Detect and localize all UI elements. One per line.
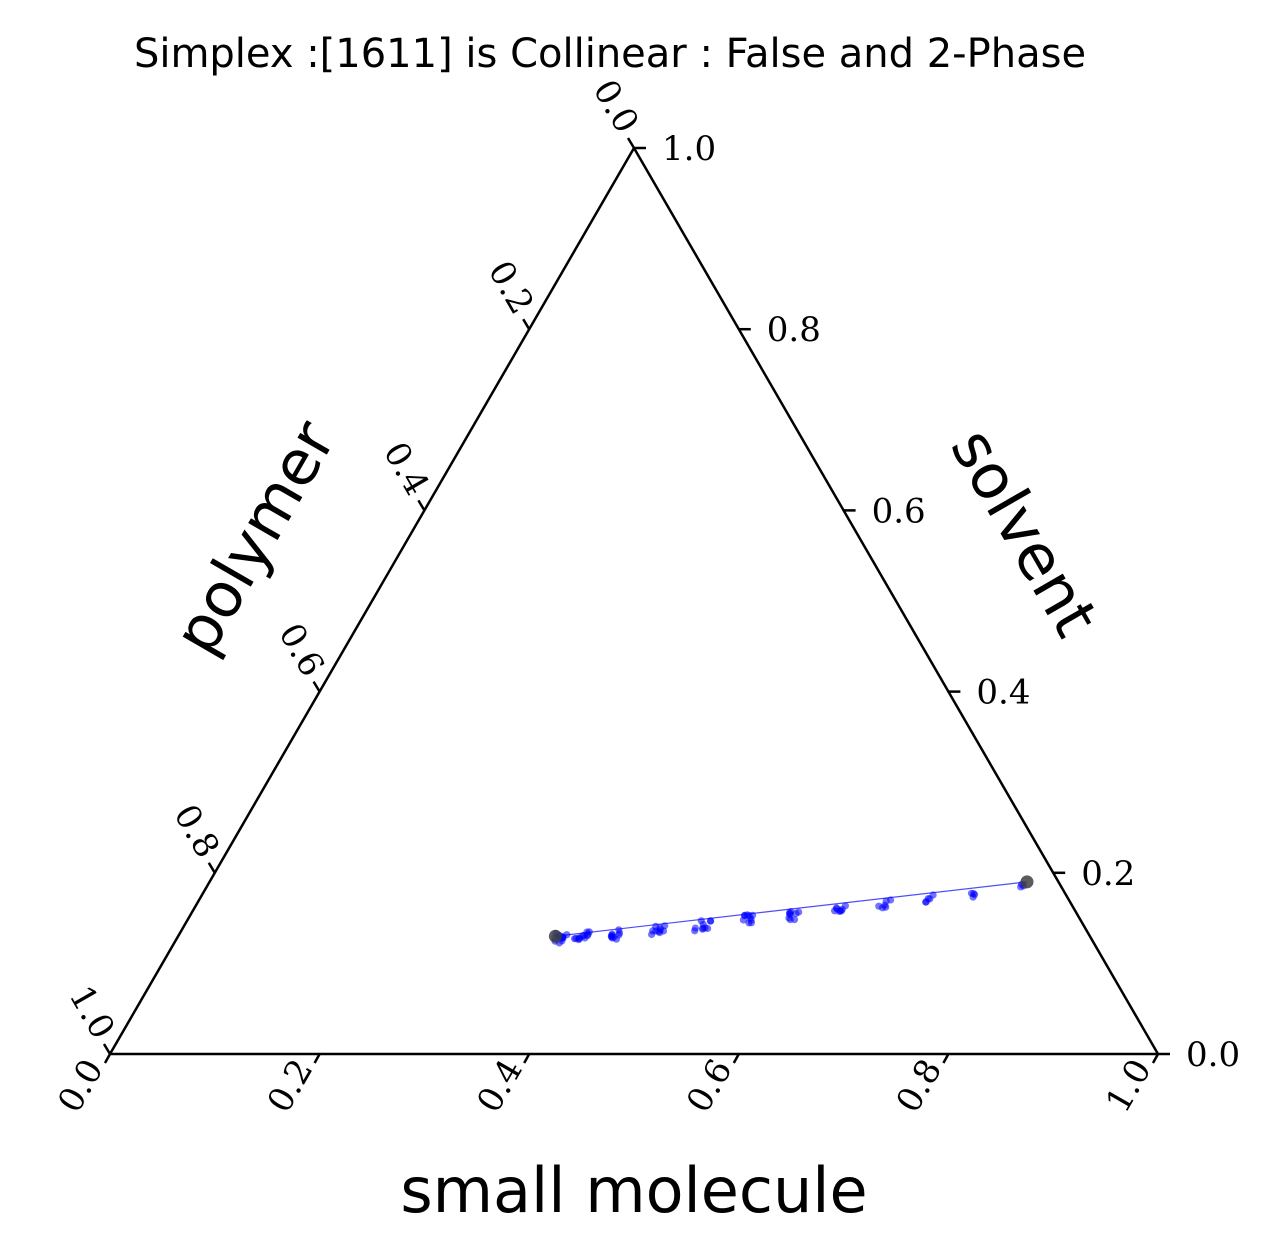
bottom-tick-label-5: 1.0 [1098, 1053, 1160, 1120]
data-point [575, 936, 583, 944]
data-point [926, 895, 934, 903]
data-point [699, 924, 707, 932]
right-tick-label-3: 0.6 [872, 491, 926, 531]
left-edge [108, 147, 636, 1055]
left-tick-5 [102, 1043, 112, 1055]
left-axis-label: polymer [159, 408, 350, 666]
left-tick-label-5: 1.0 [61, 979, 123, 1046]
data-point [563, 931, 571, 939]
data-point [746, 914, 754, 922]
bottom-tick-3 [732, 1053, 740, 1064]
data-point [786, 910, 794, 918]
bottom-tick-5 [1151, 1053, 1160, 1064]
left-tick-label-1: 0.2 [480, 254, 542, 321]
data-point [882, 897, 890, 905]
bottom-tick-label-1: 0.2 [260, 1053, 322, 1120]
left-tick-3 [312, 680, 321, 693]
left-tick-label-3: 0.6 [270, 617, 332, 684]
left-tick-1 [522, 318, 531, 330]
data-point [795, 908, 803, 916]
left-tick-4 [207, 862, 216, 874]
data-point [648, 930, 656, 939]
right-tick-label-5: 1.0 [662, 129, 716, 169]
bottom-axis-ticks: 0.0 0.2 0.4 0.6 0.8 1.0 [50, 1053, 1160, 1120]
left-tick-label-2: 0.4 [375, 435, 437, 502]
phase-vertex-1 [1020, 875, 1034, 889]
bottom-tick-label-4: 0.8 [889, 1053, 951, 1120]
right-axis-ticks: 0.0 0.2 0.4 0.6 0.8 1.0 [634, 129, 1240, 1075]
data-point [691, 927, 699, 935]
bottom-tick-2 [523, 1053, 531, 1064]
data-point [661, 922, 669, 930]
left-tick-2 [417, 499, 426, 512]
left-tick-0 [626, 137, 636, 149]
bottom-tick-0 [103, 1053, 112, 1064]
bottom-tick-label-2: 0.4 [469, 1053, 531, 1120]
bottom-tick-4 [942, 1053, 950, 1064]
data-point [707, 917, 715, 925]
left-axis-ticks: 0.0 0.2 0.4 0.6 0.8 1.0 [61, 73, 647, 1055]
left-tick-label-4: 0.8 [165, 798, 227, 865]
bottom-axis-label: small molecule [400, 1154, 867, 1227]
chart-title: Simplex :[1611] is Collinear : False and… [134, 31, 1086, 77]
data-point [790, 916, 799, 924]
phase-vertex-0 [548, 929, 562, 943]
bottom-tick-1 [313, 1053, 321, 1064]
right-axis-label: solvent [937, 416, 1113, 648]
right-tick-label-2: 0.4 [976, 673, 1030, 713]
left-tick-label-0: 0.0 [585, 73, 647, 140]
data-point [967, 889, 976, 897]
data-point [835, 907, 844, 916]
data-point [878, 904, 887, 912]
bottom-tick-label-3: 0.6 [679, 1053, 741, 1120]
right-edge [632, 147, 1160, 1055]
data-point [615, 929, 624, 937]
bottom-tick-label-0: 0.0 [50, 1053, 112, 1120]
triangle-edges [108, 147, 1160, 1056]
data-series [548, 875, 1034, 947]
right-tick-label-0: 0.0 [1186, 1035, 1240, 1075]
data-point [697, 917, 705, 925]
right-tick-label-1: 0.2 [1081, 854, 1135, 894]
right-tick-label-4: 0.8 [767, 310, 821, 350]
